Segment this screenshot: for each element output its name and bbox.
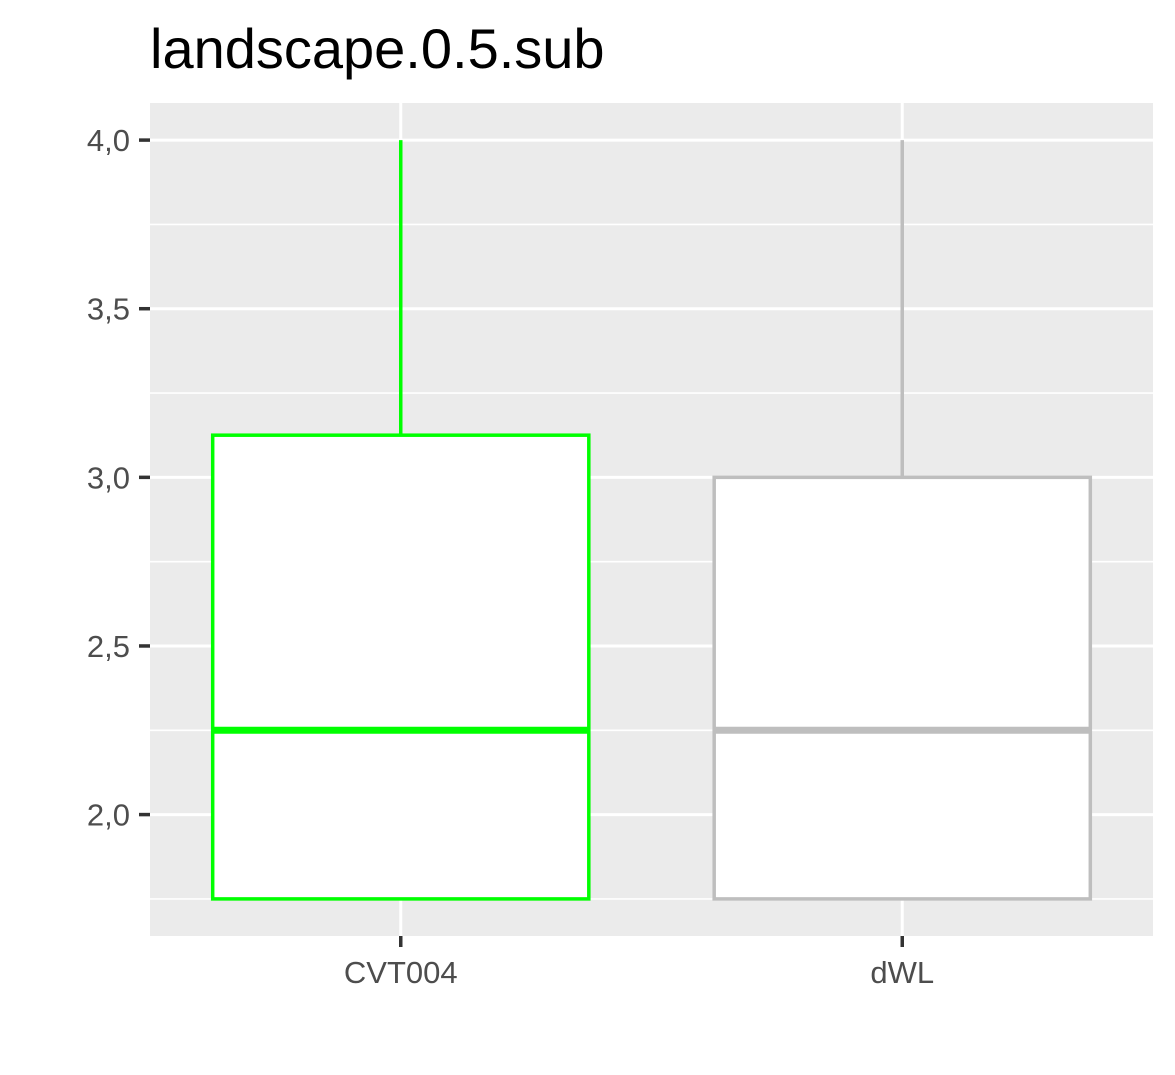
chart-title: landscape.0.5.sub <box>150 17 605 80</box>
box-dWL <box>712 140 1093 901</box>
y-tick-label-0: 2,0 <box>87 798 130 833</box>
box-CVT004 <box>210 140 591 901</box>
boxes-layer <box>210 140 1093 901</box>
y-tick-label-3: 3,5 <box>87 292 130 327</box>
x-tick-label-0: CVT004 <box>344 955 458 990</box>
box-rect <box>712 475 1093 901</box>
x-tick-label-1: dWL <box>870 955 934 990</box>
box-rect <box>210 433 591 901</box>
y-tick-label-4: 4,0 <box>87 123 130 158</box>
y-tick-label-1: 2,5 <box>87 629 130 664</box>
axes-layer: 2,0 2,5 3,0 3,5 4,0 CVT004 dWL <box>87 123 934 990</box>
y-tick-label-2: 3,0 <box>87 460 130 495</box>
